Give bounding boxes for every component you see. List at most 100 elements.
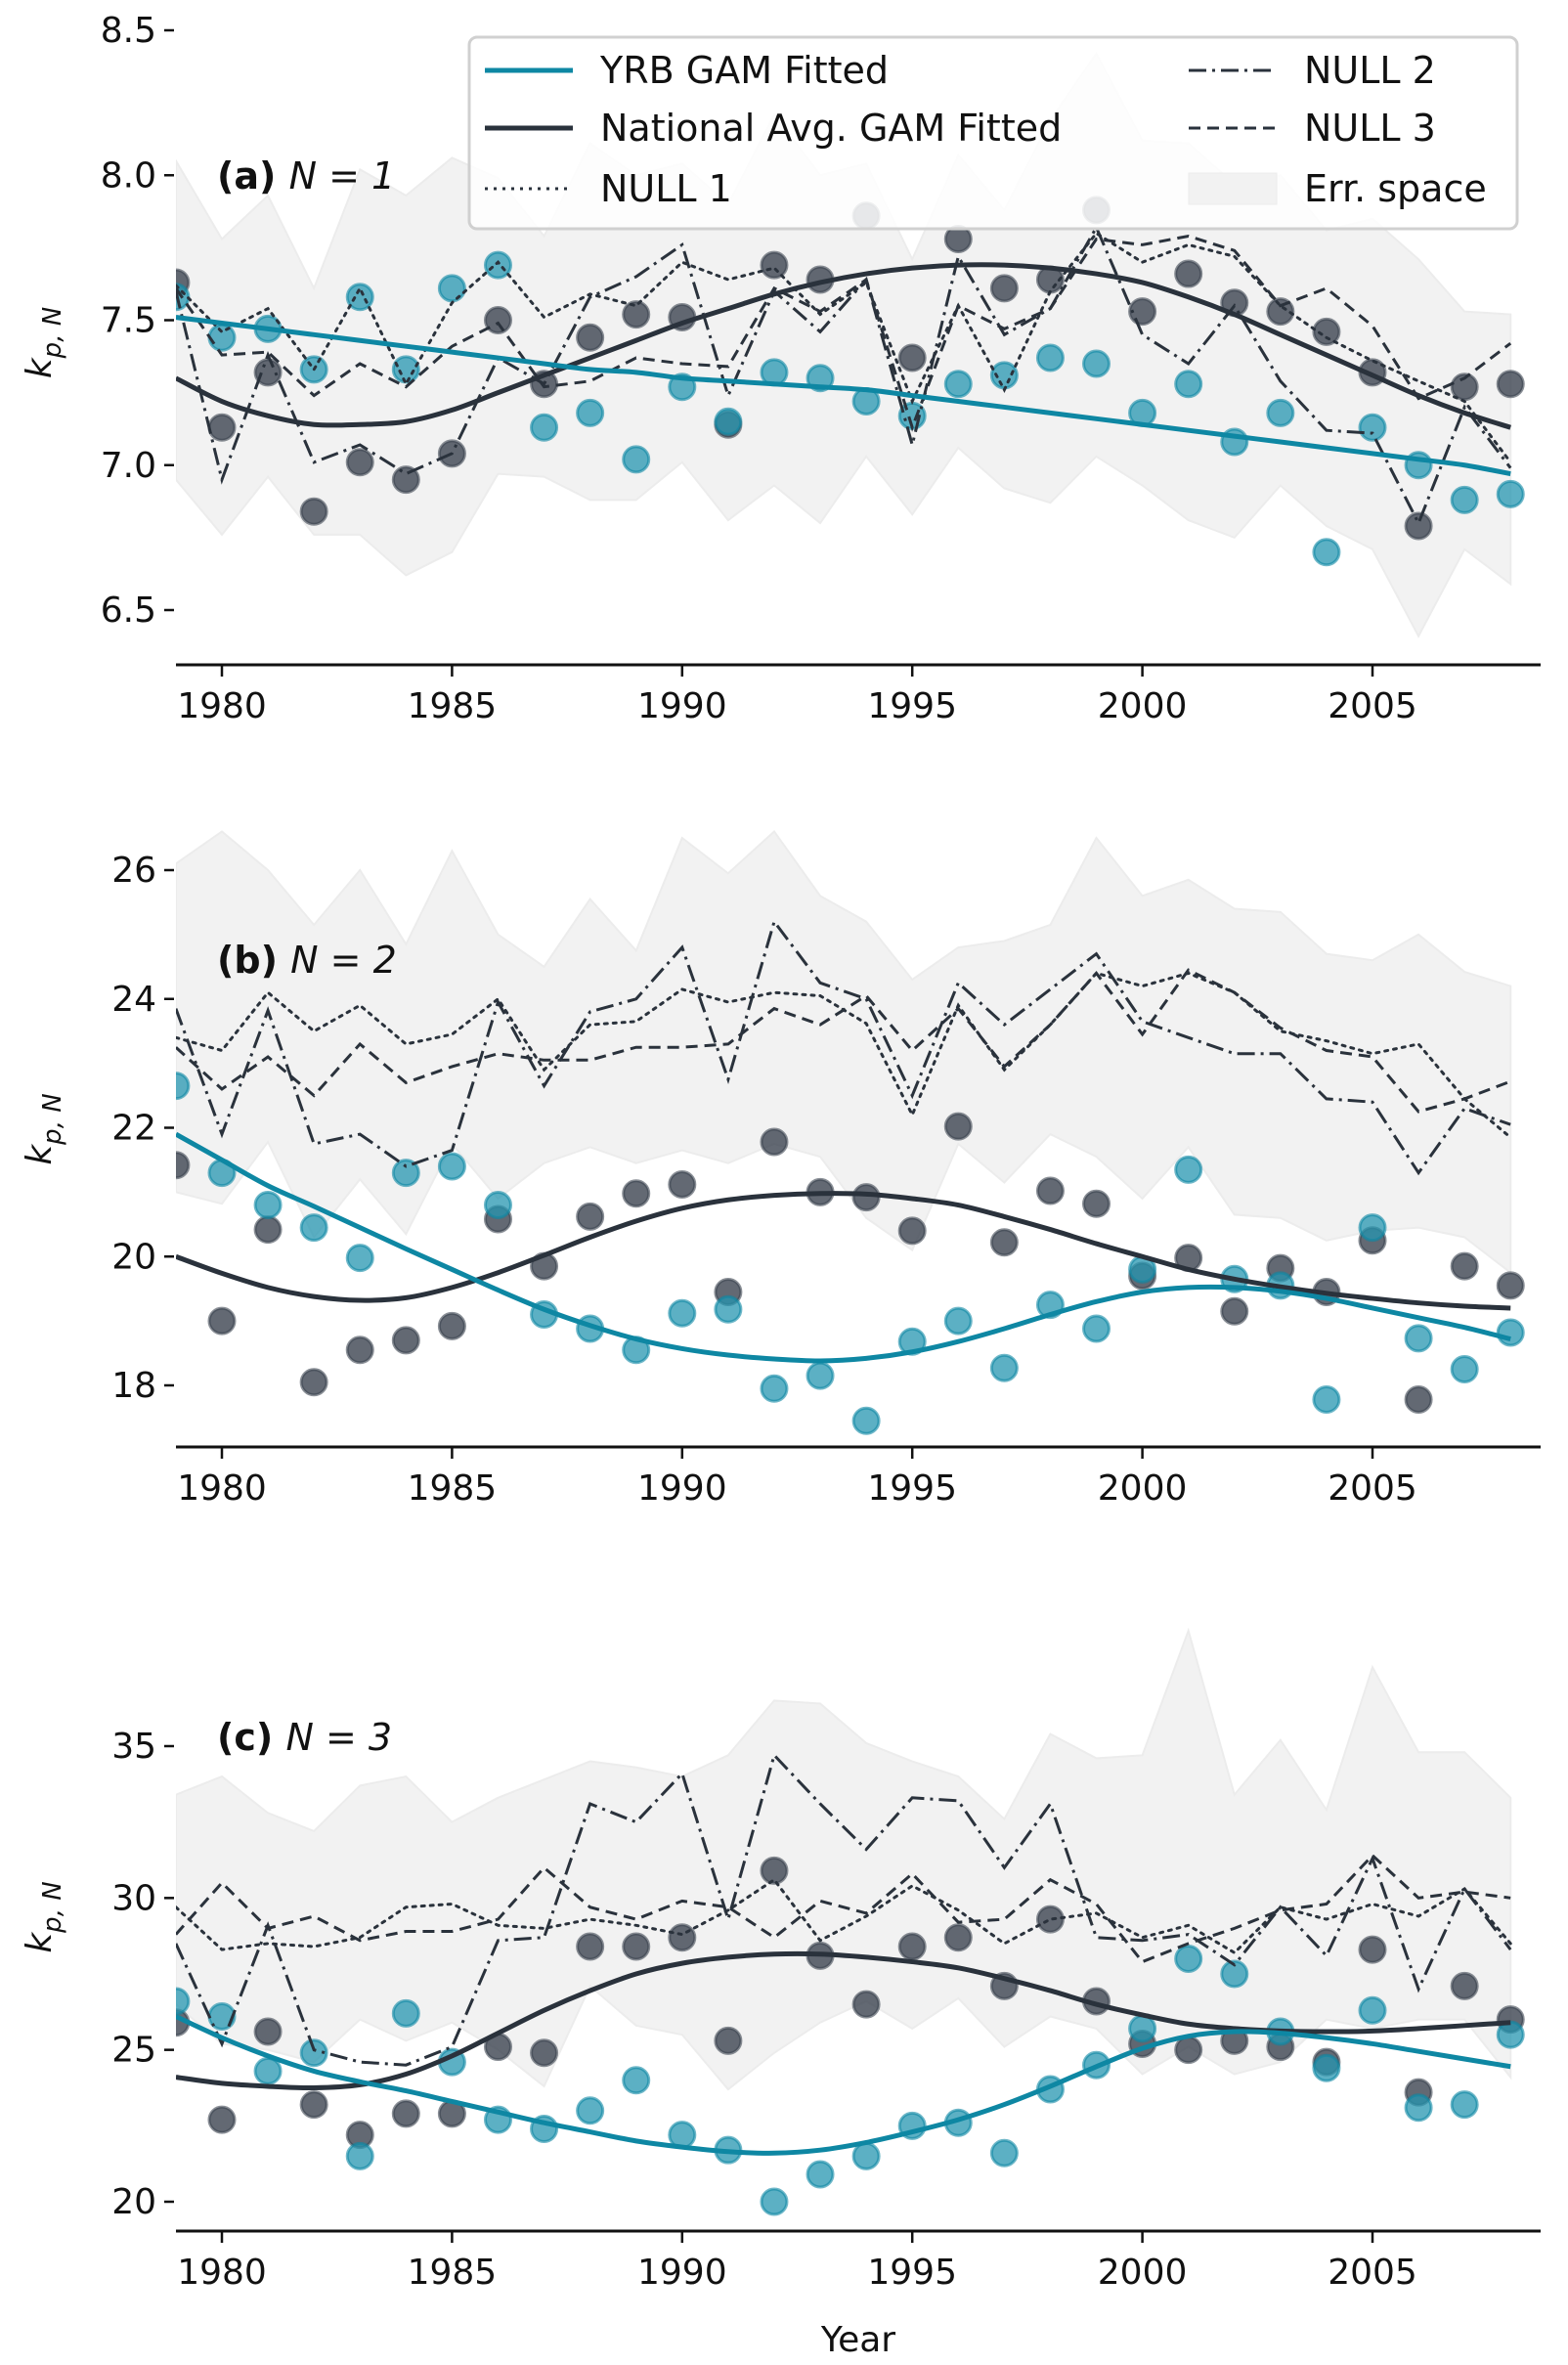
yrb-point	[345, 2141, 374, 2170]
yrb-point	[437, 1152, 466, 1181]
plot-area	[176, 1627, 1525, 2216]
national-point	[176, 1151, 191, 1180]
yrb-point	[851, 2141, 881, 2170]
national-point	[851, 1183, 881, 1212]
national-point	[391, 2099, 420, 2128]
yrb-point	[851, 1406, 881, 1435]
yrb-point	[1358, 1213, 1387, 1243]
national-point	[253, 2017, 283, 2046]
panel-c: 20 25 30 35 kp, N 1980 1985 1990 1995 2000 2005 (c)…	[20, 1627, 1541, 2293]
national-point	[1450, 372, 1479, 402]
legend-label: YRB GAM Fitted	[599, 49, 889, 92]
x-tick-label: 2000	[1098, 2253, 1188, 2293]
yrb-point	[1312, 2053, 1341, 2082]
national-point	[530, 2038, 559, 2068]
yrb-point	[1174, 1155, 1203, 1184]
panel-b: 18 20 22 24 26 kp, N 1980 1985 1990 1995 2000 2005 (…	[20, 829, 1541, 1509]
yrb-point	[806, 1361, 835, 1390]
yrb-point	[622, 2066, 651, 2095]
yrb-point	[1358, 1995, 1387, 2025]
national-point	[1496, 1271, 1525, 1300]
national-point	[437, 1311, 466, 1340]
national-point	[714, 2026, 743, 2055]
legend: YRB GAM Fitted National Avg. GAM Fitted NU…	[467, 35, 1519, 231]
null3-line	[176, 1853, 1511, 1964]
x-tick-label: 1990	[637, 2253, 727, 2293]
yrb-point	[1450, 485, 1479, 514]
yrb-gam-fit-line	[176, 1131, 1511, 1364]
y-tick-label: 8.0	[101, 155, 156, 196]
x-tick-label: 1995	[867, 2253, 957, 2293]
national-point	[622, 1932, 651, 1961]
y-tick-label: 25	[111, 2031, 156, 2071]
yrb-point	[253, 1191, 283, 1220]
yrb-point	[1266, 398, 1295, 427]
yrb-point	[1174, 1944, 1203, 1973]
null2-line	[176, 224, 1512, 527]
x-tick-label: 1990	[637, 686, 727, 726]
national-point	[1404, 1384, 1433, 1414]
national-gam-fit-line	[176, 1191, 1511, 1311]
null3-line	[176, 968, 1511, 1114]
x-tick-label: 2005	[1328, 2253, 1417, 2293]
x-tick-label: 2005	[1328, 1468, 1417, 1509]
y-axis-label: kp, N	[20, 307, 67, 378]
yrb-point	[345, 1244, 374, 1273]
y-axis-label: kp, N	[20, 1881, 67, 1952]
yrb-point	[1082, 1314, 1111, 1343]
x-tick-label: 1980	[177, 1468, 267, 1509]
y-tick-label: 22	[111, 1109, 156, 1149]
x-tick-label: 1985	[408, 686, 498, 726]
x-tick-label: 2000	[1098, 686, 1188, 726]
legend-label: NULL 1	[600, 167, 732, 210]
y-tick-label: 30	[111, 1878, 156, 1918]
y-tick-label: 20	[111, 2182, 156, 2222]
national-point	[1174, 259, 1203, 288]
x-tick-label: 2000	[1098, 1468, 1188, 1509]
yrb-point	[530, 413, 559, 442]
national-point	[253, 358, 283, 387]
y-tick-label: 35	[111, 1727, 156, 1767]
yrb-point	[714, 1294, 743, 1324]
null1-line	[176, 1877, 1512, 1955]
national-point	[576, 323, 605, 352]
panel-label: (b) N = 2	[217, 939, 397, 982]
legend-entry: YRB GAM Fitted	[485, 49, 889, 92]
national-point	[1358, 1935, 1387, 1964]
national-point	[1035, 1176, 1065, 1205]
yrb-point	[1035, 343, 1065, 372]
yrb-point	[668, 1298, 697, 1328]
panel-label: (c) N = 3	[217, 1716, 392, 1759]
y-tick-label: 20	[111, 1237, 156, 1277]
legend-entry: Err. space	[1188, 167, 1487, 210]
yrb-point	[483, 250, 512, 280]
national-point	[989, 1228, 1019, 1257]
y-tick-label: 24	[111, 980, 156, 1020]
national-point	[299, 2090, 328, 2120]
national-point	[391, 1326, 420, 1355]
yrb-point	[714, 407, 743, 436]
yrb-point	[989, 1353, 1019, 1382]
yrb-point	[1082, 349, 1111, 378]
yrb-point	[1450, 2090, 1479, 2120]
national-point	[207, 413, 237, 442]
x-axis-label: Year	[820, 2320, 895, 2360]
national-point	[668, 1169, 697, 1199]
yrb-point	[1496, 2020, 1525, 2049]
national-point	[345, 1336, 374, 1365]
null2-line	[176, 1752, 1512, 2067]
national-point	[253, 1215, 283, 1245]
yrb-point	[1220, 1959, 1249, 1989]
yrb-point	[1450, 1355, 1479, 1384]
null1-line	[176, 231, 1512, 464]
x-tick-label: 2005	[1328, 686, 1417, 726]
err-space-band	[176, 1627, 1512, 2091]
null3-line	[176, 234, 1512, 432]
yrb-point	[760, 1374, 789, 1403]
yrb-point	[1496, 1318, 1525, 1347]
national-point	[1404, 511, 1433, 541]
yrb-point	[1312, 538, 1341, 567]
yrb-point	[760, 2187, 789, 2216]
national-point	[483, 306, 512, 334]
